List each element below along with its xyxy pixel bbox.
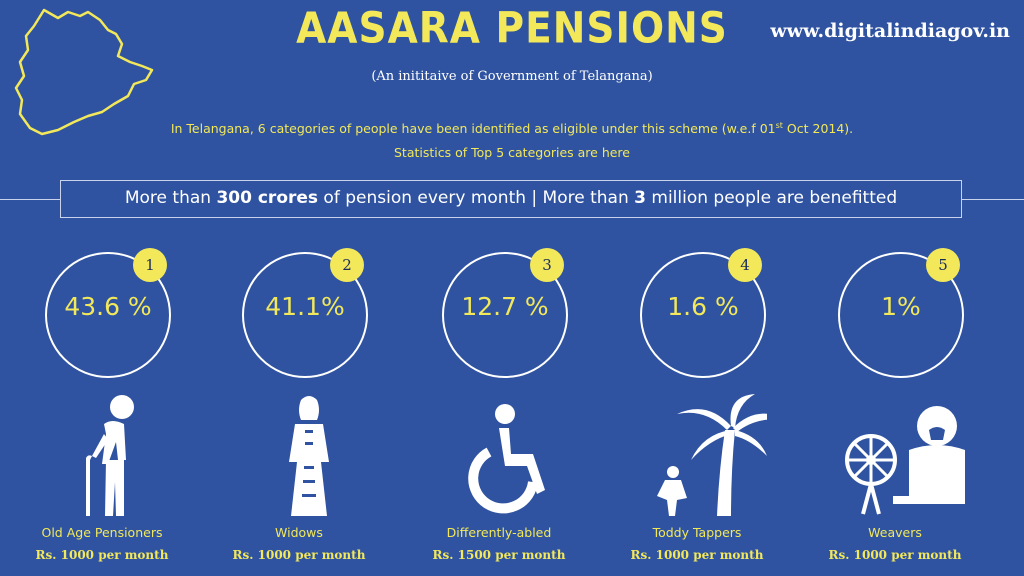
category-card: 1% 5 Weavers Rs. 1000 per month bbox=[795, 0, 995, 576]
category-card: 1.6 % 4 Toddy Tappers Rs. 1000 per month bbox=[597, 0, 797, 576]
percent-value: 1.6 % bbox=[667, 292, 739, 321]
category-name: Weavers bbox=[868, 525, 922, 540]
category-card: 12.7 % 3 Differently-abled Rs. 1500 per … bbox=[399, 0, 599, 576]
rank-badge: 3 bbox=[530, 248, 564, 282]
category-card: 43.6 % 1 Old Age Pensioners Rs. 1000 per… bbox=[2, 0, 202, 576]
stat-circle: 41.1% bbox=[242, 252, 368, 378]
website-link[interactable]: www.digitalindiagov.in bbox=[770, 20, 1010, 42]
widow-icon bbox=[289, 396, 329, 516]
percent-value: 12.7 % bbox=[461, 292, 549, 321]
pension-amount: Rs. 1000 per month bbox=[630, 548, 764, 562]
summary-banner: More than 300 crores of pension every mo… bbox=[60, 180, 962, 218]
telangana-map-icon bbox=[14, 8, 154, 136]
wheelchair-icon bbox=[468, 404, 545, 514]
pension-amount: Rs. 1000 per month bbox=[232, 548, 366, 562]
stat-circle: 43.6 % bbox=[45, 252, 171, 378]
pension-amount: Rs. 1000 per month bbox=[828, 548, 962, 562]
rank-badge: 1 bbox=[133, 248, 167, 282]
percent-value: 41.1% bbox=[265, 292, 345, 321]
rank-badge: 5 bbox=[926, 248, 960, 282]
pension-amount: Rs. 1000 per month bbox=[35, 548, 169, 562]
category-name: Widows bbox=[275, 525, 323, 540]
stat-circle: 12.7 % bbox=[442, 252, 568, 378]
percent-value: 1% bbox=[881, 292, 921, 321]
intro-text: In Telangana, 6 categories of people hav… bbox=[0, 114, 1024, 165]
intro-line-2: Statistics of Top 5 categories are here bbox=[394, 145, 630, 161]
pension-amount: Rs. 1500 per month bbox=[432, 548, 566, 562]
category-name: Old Age Pensioners bbox=[41, 525, 163, 540]
rank-badge: 2 bbox=[330, 248, 364, 282]
divider-left bbox=[0, 199, 60, 200]
category-name: Toddy Tappers bbox=[652, 525, 742, 540]
divider-right bbox=[962, 199, 1024, 200]
stat-circle: 1.6 % bbox=[640, 252, 766, 378]
palm-tree-icon bbox=[657, 394, 767, 516]
subtitle: (An inititaive of Government of Telangan… bbox=[371, 69, 653, 84]
weaver-icon bbox=[845, 406, 965, 515]
category-card: 41.1% 2 Widows Rs. 1000 per month bbox=[199, 0, 399, 576]
rank-badge: 4 bbox=[728, 248, 762, 282]
intro-line-1: In Telangana, 6 categories of people hav… bbox=[170, 121, 854, 137]
stat-circle: 1% bbox=[838, 252, 964, 378]
percent-value: 43.6 % bbox=[64, 292, 152, 321]
page-title: AASARA PENSIONS bbox=[296, 3, 728, 54]
elderly-person-icon bbox=[86, 395, 134, 516]
category-name: Differently-abled bbox=[446, 525, 552, 540]
